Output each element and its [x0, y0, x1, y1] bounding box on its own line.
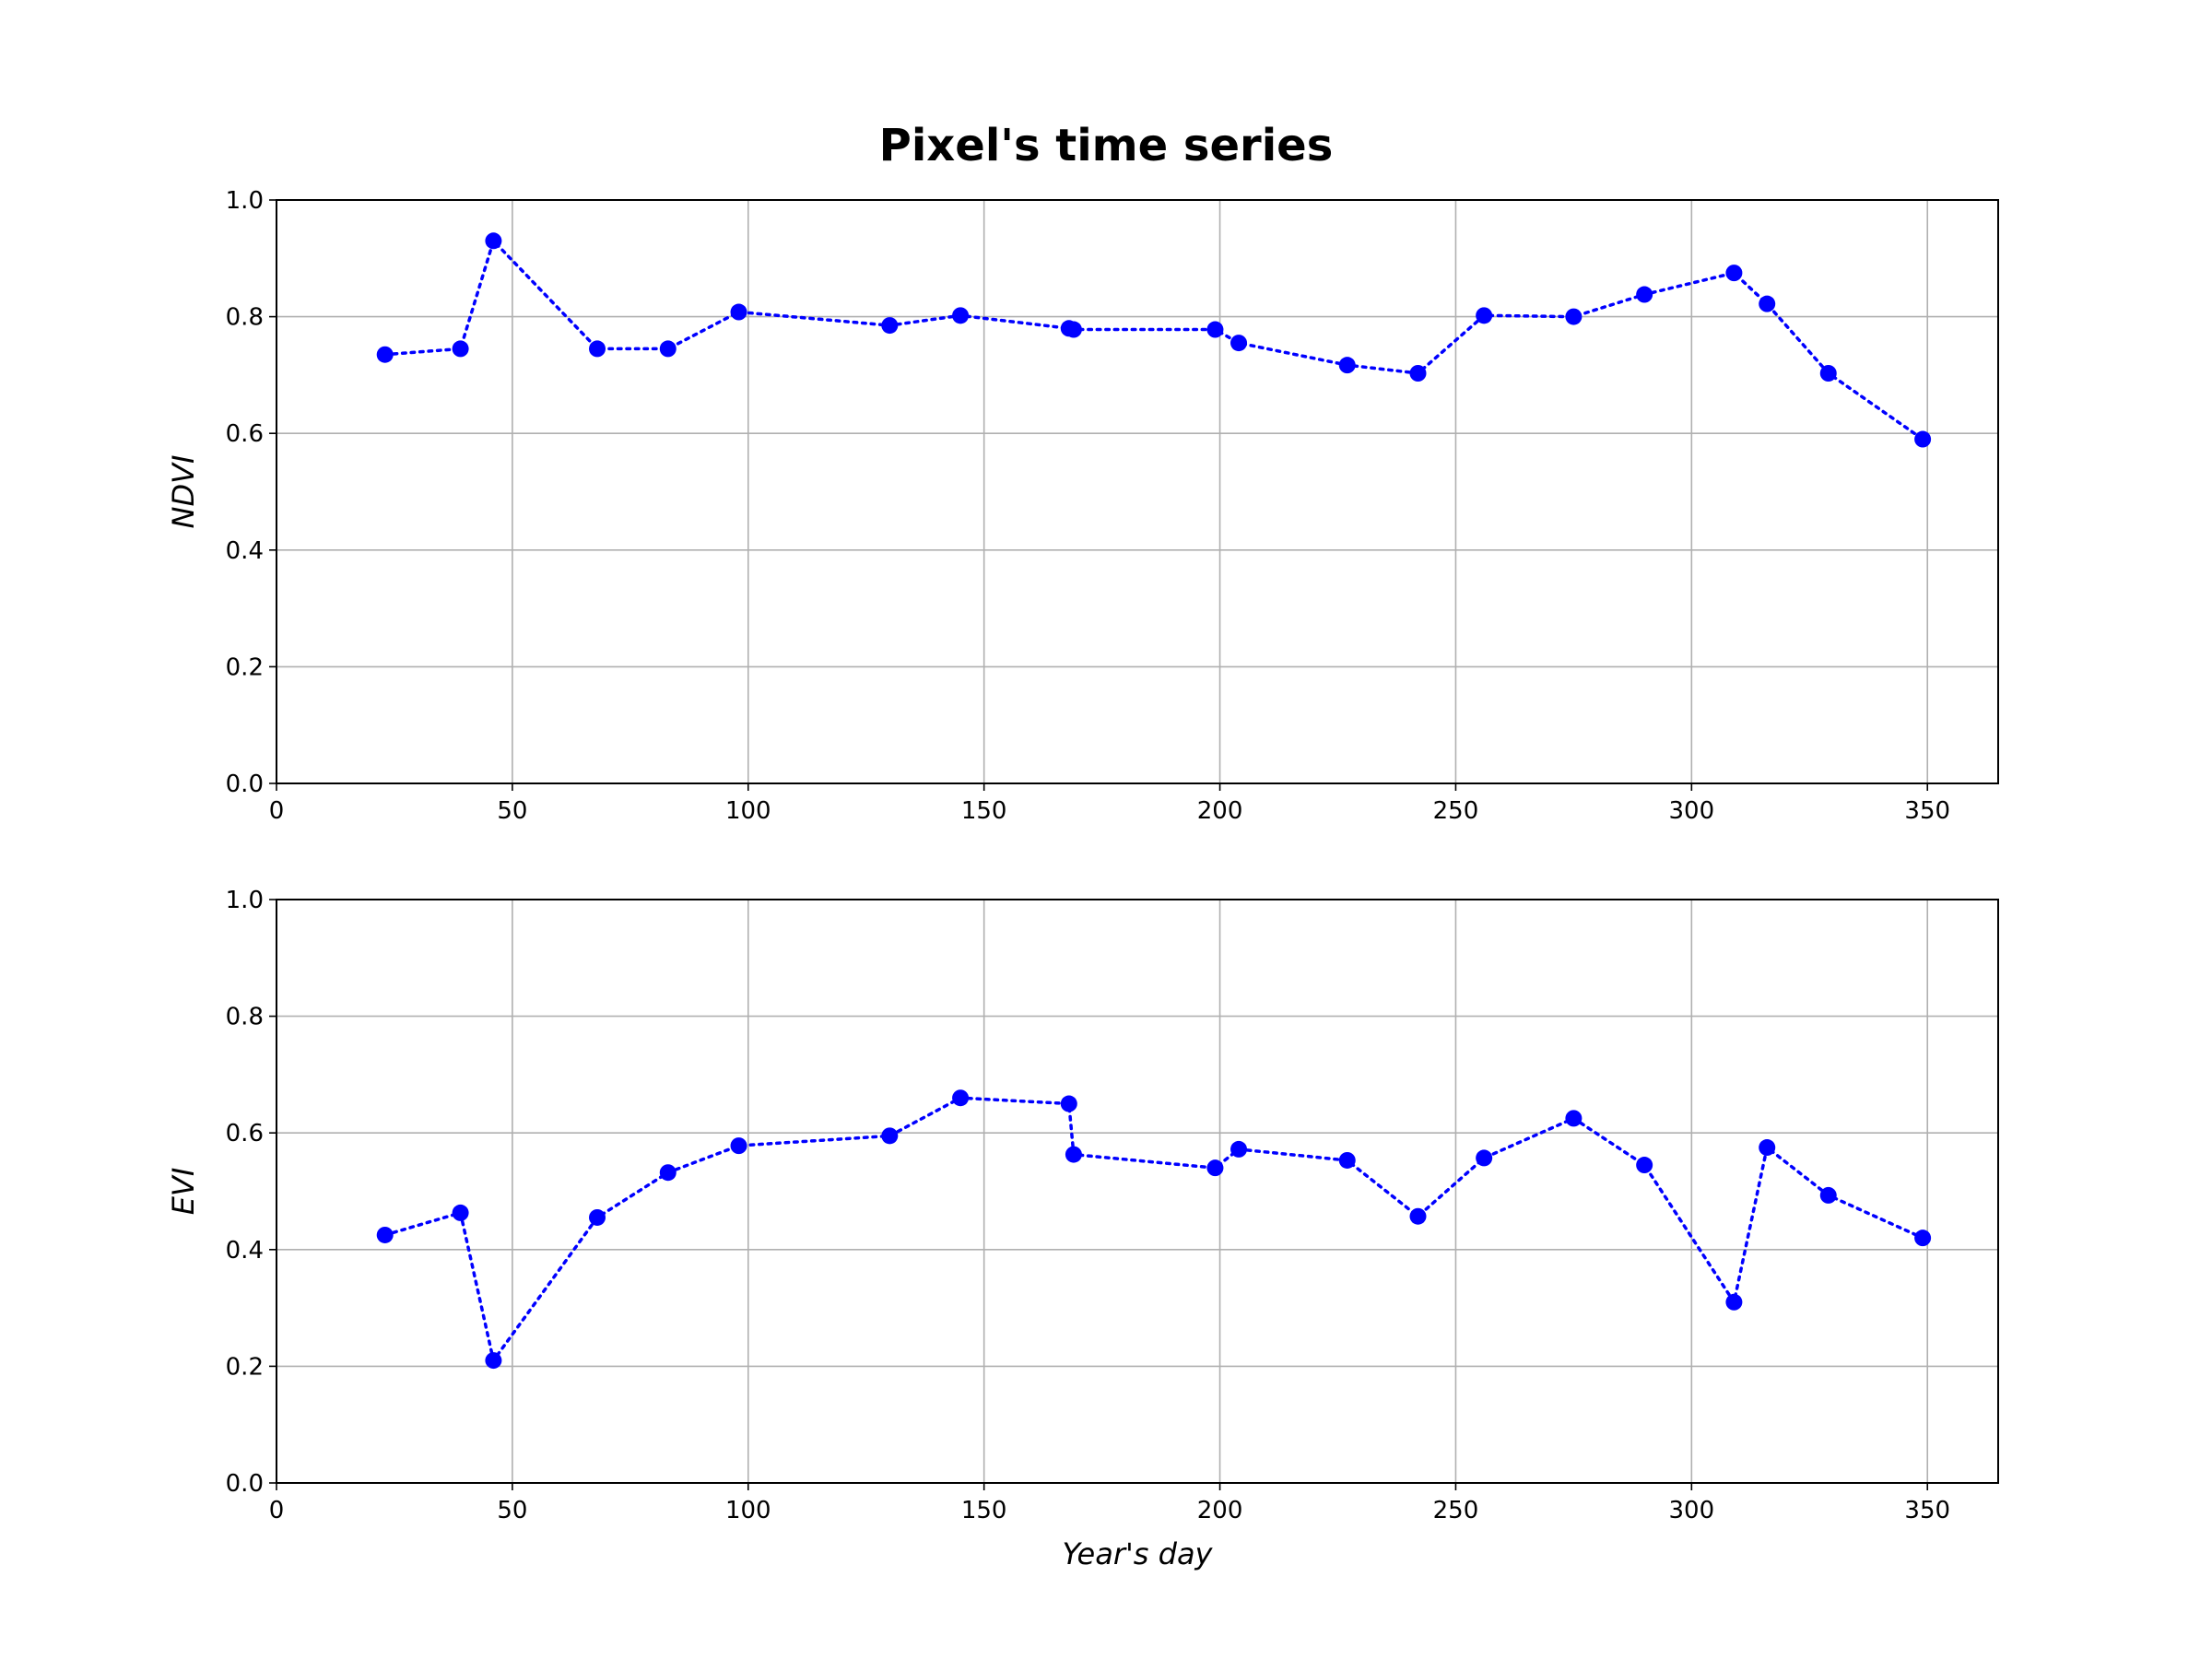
- evi-xtick-label: 350: [1904, 1497, 1950, 1524]
- evi-data-point: [485, 1352, 502, 1370]
- evi-xtick-label: 100: [725, 1497, 771, 1524]
- evi-xlabel: Year's day: [1063, 1536, 1214, 1571]
- evi-xtick-label: 300: [1669, 1497, 1715, 1524]
- ndvi-data-point: [589, 340, 606, 358]
- ndvi-data-point: [730, 303, 747, 321]
- evi-data-point: [1759, 1139, 1776, 1157]
- evi-data-point: [659, 1164, 677, 1182]
- evi-ylabel: EVI: [166, 1168, 201, 1216]
- evi-data-point: [1476, 1149, 1493, 1167]
- evi-data-point: [952, 1089, 970, 1107]
- evi-panel: 0 50 100 150 200 250 300 350 0.0 0.2 0.4 0.6 0.8 1.0 E…: [166, 887, 1999, 1571]
- evi-ytick-label: 0.0: [226, 1470, 264, 1498]
- ndvi-data-point: [881, 317, 899, 335]
- ndvi-data-point: [1065, 321, 1082, 338]
- evi-data-point: [452, 1204, 469, 1221]
- ndvi-data-point: [1206, 321, 1224, 338]
- evi-ytick-label: 0.4: [226, 1237, 264, 1265]
- ndvi-data-point: [1476, 307, 1493, 324]
- ndvi-ytick-label: 0.2: [226, 653, 264, 681]
- evi-data-point: [376, 1226, 394, 1243]
- ndvi-xtick-label: 50: [497, 797, 527, 825]
- evi-xtick-label: 0: [269, 1497, 285, 1524]
- evi-ytick-label: 0.6: [226, 1120, 264, 1147]
- evi-data-point: [1065, 1146, 1082, 1163]
- evi-data-point: [1230, 1140, 1248, 1158]
- ndvi-xtick-label: 200: [1197, 797, 1243, 825]
- evi-data-point: [1338, 1151, 1356, 1169]
- evi-data-point: [881, 1127, 899, 1145]
- ndvi-ylabel: NDVI: [166, 455, 201, 529]
- evi-axes-frame: [276, 899, 1999, 1484]
- ndvi-xtick-label: 350: [1904, 797, 1950, 825]
- ndvi-data-point: [1338, 357, 1356, 374]
- ndvi-data-point: [376, 346, 394, 363]
- evi-data-point: [1819, 1186, 1837, 1204]
- ndvi-ytick-label: 0.0: [226, 771, 264, 798]
- ndvi-data-point: [1759, 295, 1776, 312]
- figure-title: Pixel's time series: [878, 120, 1334, 171]
- ndvi-panel: 0 50 100 150 200 250 300 350 0.0 0.2 0.4 0.6 0.8 1.0 N…: [166, 187, 1999, 825]
- ndvi-data-point: [659, 340, 677, 358]
- ndvi-xtick-label: 250: [1433, 797, 1479, 825]
- evi-data-point: [730, 1137, 747, 1155]
- ndvi-data-point: [1725, 265, 1743, 282]
- ndvi-data-point: [452, 340, 469, 358]
- evi-data-point: [1914, 1230, 1932, 1247]
- ndvi-ytick-label: 0.8: [226, 304, 264, 332]
- evi-data-point: [1409, 1207, 1427, 1225]
- ndvi-axes-frame: [276, 199, 1999, 784]
- ndvi-xtick-label: 150: [961, 797, 1007, 825]
- ndvi-xtick-label: 300: [1669, 797, 1715, 825]
- evi-data-point: [1565, 1110, 1583, 1127]
- ndvi-data-point: [1819, 365, 1837, 382]
- ndvi-data-point: [1565, 308, 1583, 325]
- evi-data-point: [1060, 1095, 1077, 1112]
- evi-ytick-label: 0.8: [226, 1004, 264, 1031]
- ndvi-data-point: [485, 232, 502, 250]
- ndvi-data-point: [1230, 335, 1248, 352]
- evi-ytick-label: 0.2: [226, 1353, 264, 1381]
- evi-xtick-label: 200: [1197, 1497, 1243, 1524]
- evi-series-line: [382, 1096, 1924, 1365]
- evi-xtick-label: 250: [1433, 1497, 1479, 1524]
- ndvi-data-point: [1914, 430, 1932, 448]
- evi-data-point: [589, 1208, 606, 1226]
- evi-xtick-label: 50: [497, 1497, 527, 1524]
- ndvi-ytick-label: 0.6: [226, 420, 264, 448]
- ndvi-data-point: [952, 307, 970, 324]
- ndvi-data-point: [1636, 286, 1653, 303]
- evi-data-point: [1725, 1293, 1743, 1311]
- ndvi-ytick-label: 1.0: [226, 187, 264, 215]
- evi-ytick-label: 1.0: [226, 887, 264, 914]
- ndvi-data-point: [1409, 365, 1427, 382]
- ndvi-ytick-label: 0.4: [226, 537, 264, 565]
- evi-data-point: [1206, 1159, 1224, 1177]
- evi-xtick-label: 150: [961, 1497, 1007, 1524]
- evi-data-point: [1636, 1157, 1653, 1174]
- ndvi-xtick-label: 100: [725, 797, 771, 825]
- ndvi-xtick-label: 0: [269, 797, 285, 825]
